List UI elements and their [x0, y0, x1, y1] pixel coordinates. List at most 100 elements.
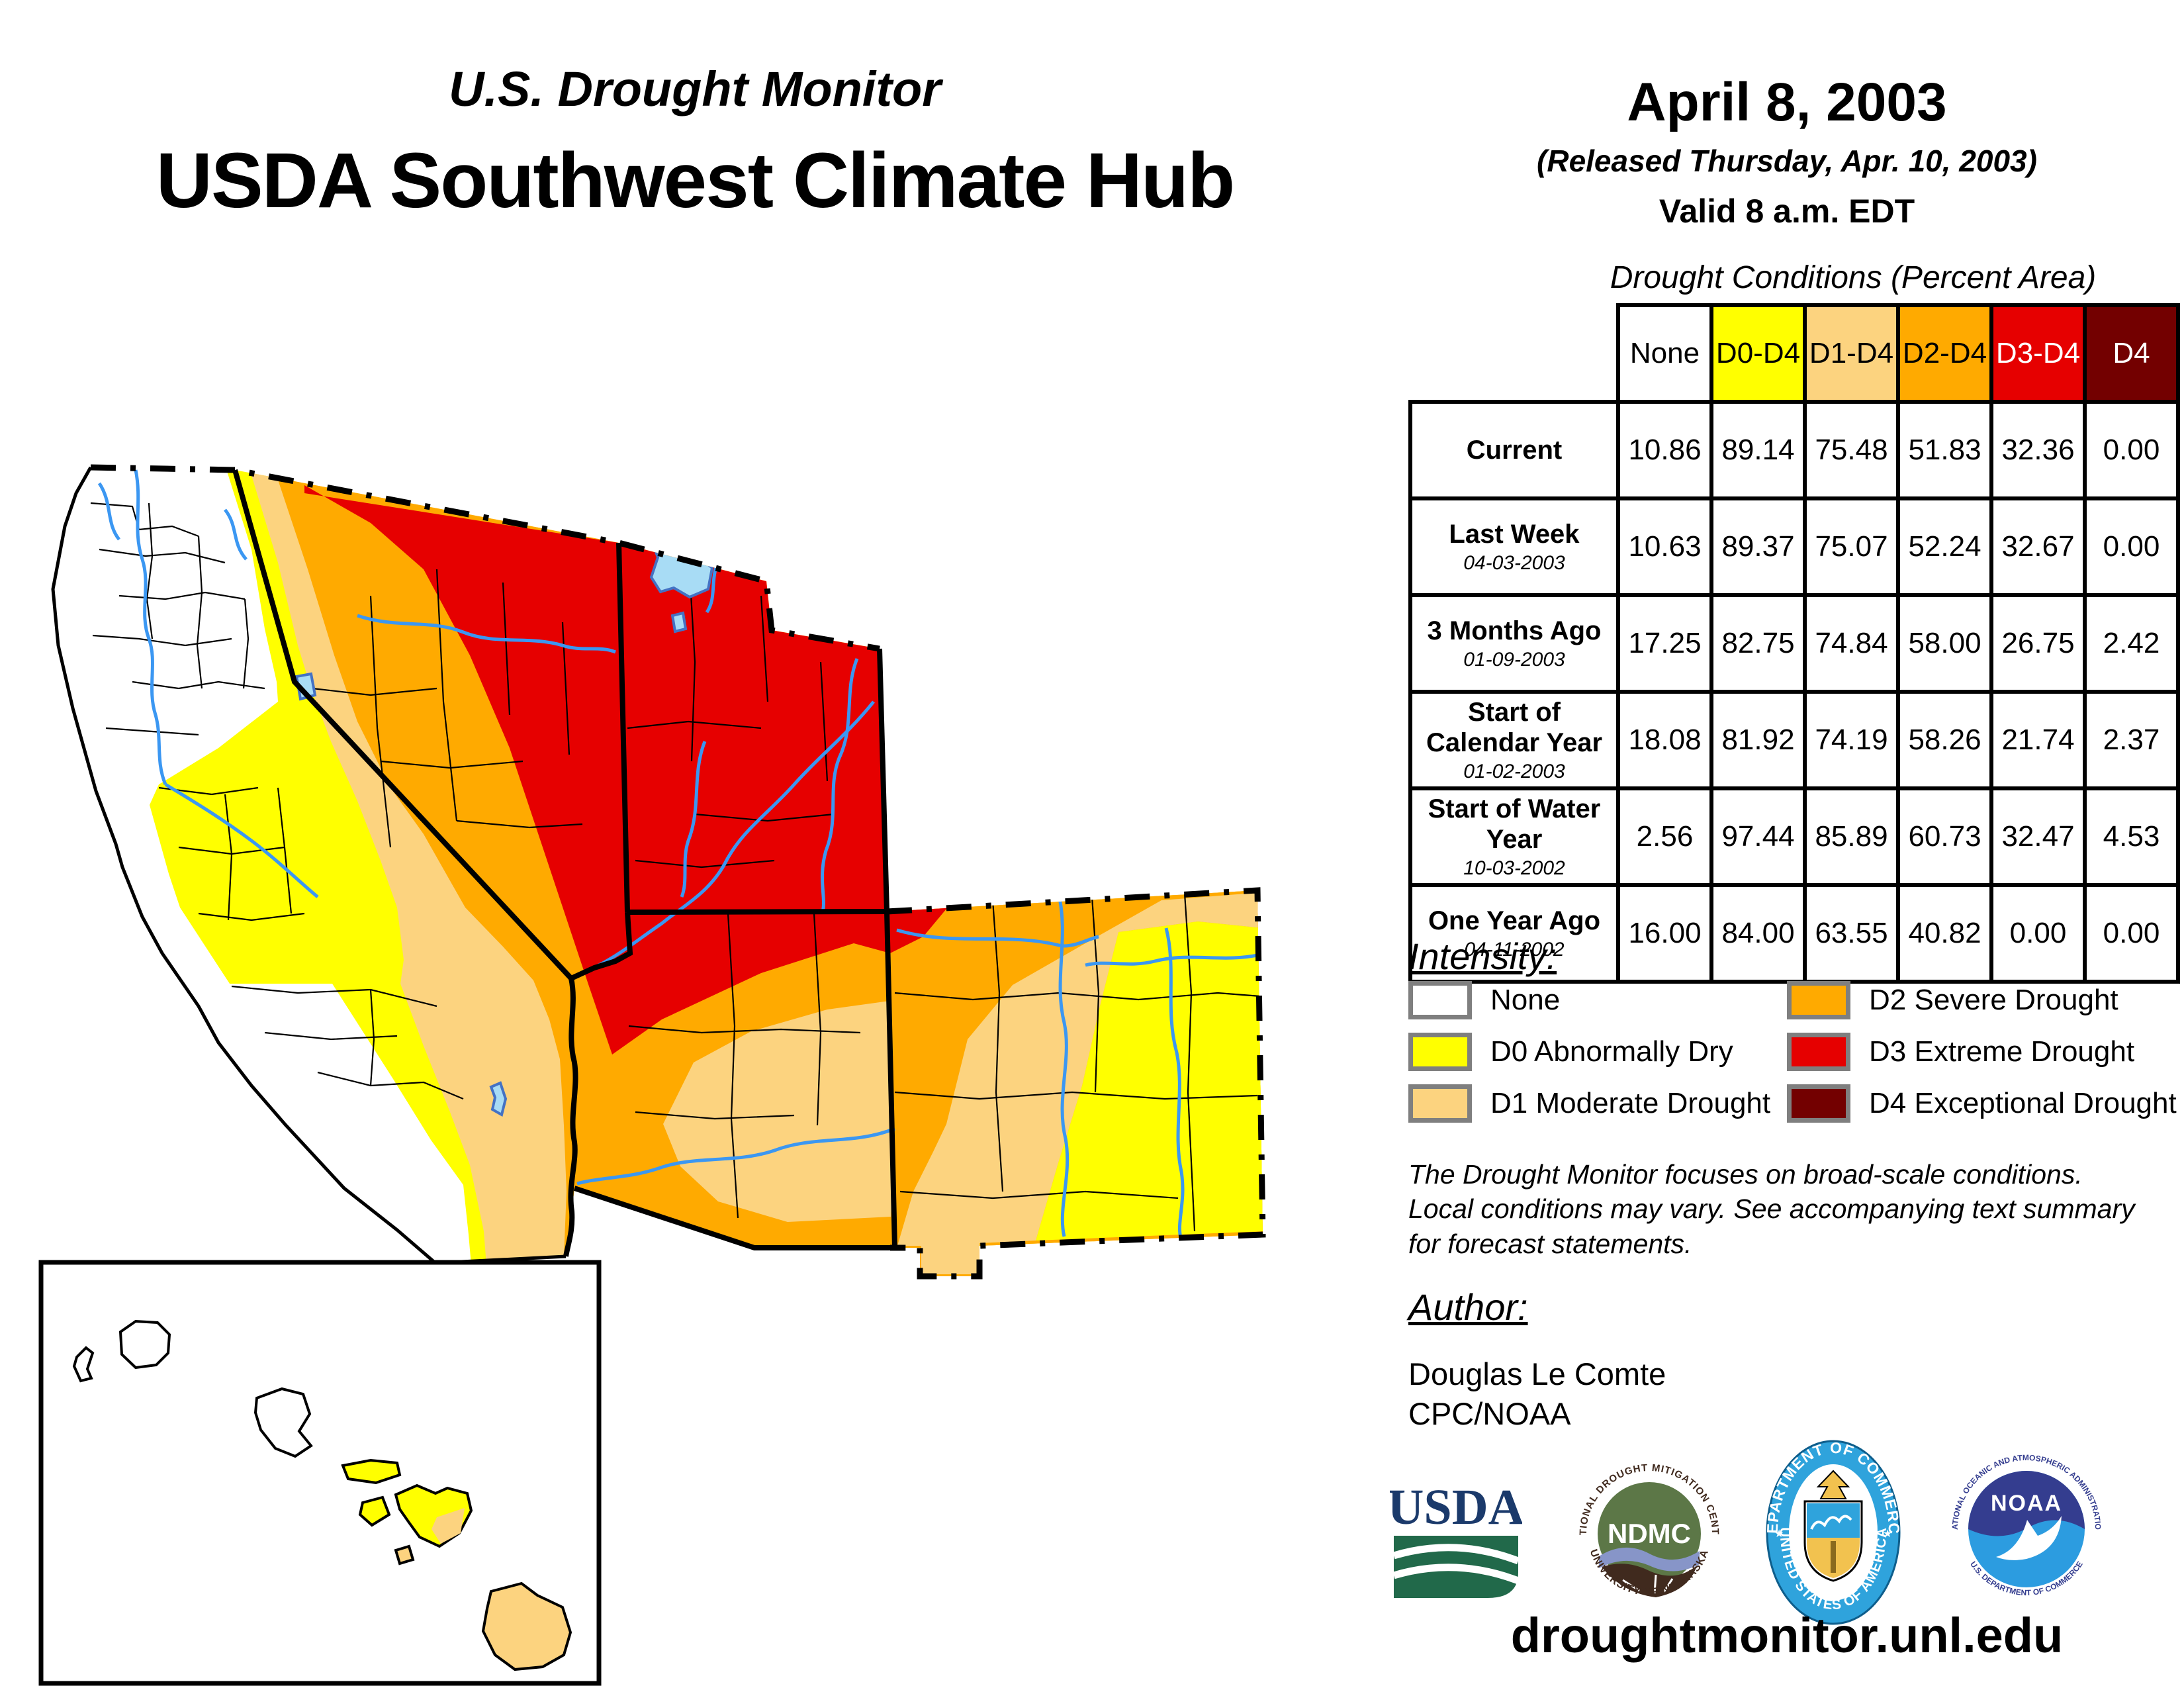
doc-lighthouse [1831, 1541, 1836, 1573]
row-label-current: Current [1408, 400, 1620, 500]
legend-swatch-d0 [1408, 1033, 1472, 1071]
ndmc-soil-cracks [1622, 1574, 1674, 1594]
region-cutoff-north [90, 464, 880, 652]
ndmc-wave [1599, 1547, 1700, 1571]
value-cell: 4.53 [2083, 786, 2180, 887]
value-cell: 16.00 [1616, 883, 1713, 984]
border-az-mexico [573, 1186, 890, 1250]
value-cell: 74.84 [1803, 593, 1900, 694]
legend-swatch-d4 [1787, 1084, 1850, 1123]
author-organization: CPC/NOAA [1408, 1396, 1571, 1431]
column-header-d1d4: D1-D4 [1803, 303, 1900, 404]
doc-eagle [1816, 1470, 1850, 1499]
doc-ship [1810, 1515, 1852, 1530]
value-cell: 40.82 [1896, 883, 1993, 984]
value-cell: 21.74 [1989, 690, 2087, 790]
island-niihau [72, 1346, 95, 1383]
value-cell: 82.75 [1709, 593, 1807, 694]
lake-havasu [489, 1081, 508, 1117]
coastline [51, 466, 567, 1265]
row-label-one-year-ago: One Year Ago 04-11-2002 [1408, 883, 1620, 984]
value-cell: 0.00 [1989, 883, 2087, 984]
column-header-d2d4: D2-D4 [1896, 303, 1993, 404]
usda-logo: USDA [1390, 1479, 1522, 1598]
value-cell: 0.00 [2083, 883, 2180, 984]
legend-item-d1: D1 Moderate Drought [1408, 1084, 1770, 1123]
legend-label: None [1490, 984, 1561, 1016]
doc-shield-top [1807, 1503, 1860, 1538]
disclaimer-line: The Drought Monitor focuses on broad-sca… [1408, 1159, 2083, 1190]
value-cell: 32.36 [1989, 400, 2087, 500]
value-cell: 2.56 [1616, 786, 1713, 887]
island-kauai [118, 1319, 171, 1370]
usda-swoosh-1 [1392, 1544, 1520, 1565]
row-date-text: 10-03-2002 [1463, 857, 1565, 879]
row-label-text: Start of Water Year [1428, 794, 1601, 854]
legend-item-d3: D3 Extreme Drought [1787, 1033, 2134, 1071]
legend-label: D1 Moderate Drought [1490, 1087, 1771, 1119]
author-name: Douglas Le Comte [1408, 1356, 1666, 1391]
row-label-text: Start of Calendar Year [1426, 698, 1603, 757]
valid-time: Valid 8 a.m. EDT [1659, 193, 1915, 230]
d0-region-new-mexico-east [1036, 921, 1263, 1241]
border-ca-nv [232, 469, 573, 980]
value-cell: 85.89 [1803, 786, 1900, 887]
table-row: 3 Months Ago 01-09-2003 17.25 82.75 74.8… [1408, 593, 2180, 694]
rivers [97, 469, 1261, 1257]
value-cell: 63.55 [1803, 883, 1900, 984]
row-label-last-week: Last Week 04-03-2003 [1408, 496, 1620, 597]
border-ut-co [877, 648, 889, 912]
value-cell: 58.26 [1896, 690, 1993, 790]
column-header-none: None [1616, 303, 1713, 404]
table-header-row: None D0-D4 D1-D4 D2-D4 D3-D4 D4 [1410, 303, 2180, 404]
table-title: Drought Conditions (Percent Area) [1610, 260, 2097, 295]
noaa-bird [1996, 1516, 2062, 1560]
legend-swatch-d1 [1408, 1084, 1472, 1123]
table-row: Start of Water Year 10-03-2002 2.56 97.4… [1408, 786, 2180, 887]
value-cell: 10.63 [1616, 496, 1713, 597]
table-row: Current 10.86 89.14 75.48 51.83 32.36 0.… [1408, 400, 2180, 500]
value-cell: 58.00 [1896, 593, 1993, 694]
legend-label: D4 Exceptional Drought [1869, 1087, 2177, 1119]
drought-monitor-url[interactable]: droughtmonitor.unl.edu [1510, 1608, 2064, 1663]
border-az-nm [884, 911, 897, 1248]
value-cell: 10.86 [1616, 400, 1713, 500]
release-date: (Released Thursday, Apr. 10, 2003) [1537, 144, 2037, 178]
island-oahu [253, 1387, 313, 1458]
value-cell: 75.48 [1803, 400, 1900, 500]
ndmc-logo: NDMC NATIONAL DROUGHT MITIGATION CENTER … [1576, 1461, 1721, 1605]
state-borders [232, 469, 897, 1257]
value-cell: 84.00 [1709, 883, 1807, 984]
island-kahoolawe [394, 1544, 415, 1566]
region-outline [51, 464, 1266, 1280]
noaa-logo: NOAA NATIONAL OCEANIC AND ATMOSPHERIC AD… [1947, 1450, 2103, 1597]
column-header-d4: D4 [2083, 303, 2180, 404]
hawaii-inset [38, 1260, 602, 1686]
drought-shading [53, 467, 1263, 1276]
row-label-start-water-year: Start of Water Year 10-03-2002 [1408, 786, 1620, 887]
table-row: Start of Calendar Year 01-02-2003 18.08 … [1408, 690, 2180, 790]
doc-star-right: ★ [1883, 1528, 1892, 1540]
author-heading: Author: [1408, 1286, 1528, 1328]
legend-swatch-d2 [1787, 981, 1850, 1019]
column-header-d3d4: D3-D4 [1989, 303, 2087, 404]
d1-region-arizona [663, 1001, 895, 1222]
ndmc-wordmark: NDMC [1608, 1518, 1691, 1549]
usda-wordmark: USDA [1390, 1479, 1522, 1535]
column-header-d0d4: D0-D4 [1709, 303, 1807, 404]
table-corner-cell [1410, 305, 1618, 402]
value-cell: 51.83 [1896, 400, 1993, 500]
row-label-start-calendar-year: Start of Calendar Year 01-02-2003 [1408, 690, 1620, 790]
legend-label: D0 Abnormally Dry [1490, 1035, 1733, 1068]
island-maui-d1-area [432, 1508, 465, 1544]
legend-swatch-none [1408, 981, 1472, 1019]
row-date-text: 04-03-2003 [1463, 552, 1565, 574]
row-date-text: 01-02-2003 [1463, 761, 1565, 782]
value-cell: 2.37 [2083, 690, 2180, 790]
legend-item-d0: D0 Abnormally Dry [1408, 1033, 1733, 1071]
value-cell: 75.07 [1803, 496, 1900, 597]
legend-label: D3 Extreme Drought [1869, 1035, 2135, 1068]
noaa-sky [1968, 1471, 2085, 1536]
row-label-3-months-ago: 3 Months Ago 01-09-2003 [1408, 593, 1620, 694]
island-lanai [358, 1495, 391, 1527]
